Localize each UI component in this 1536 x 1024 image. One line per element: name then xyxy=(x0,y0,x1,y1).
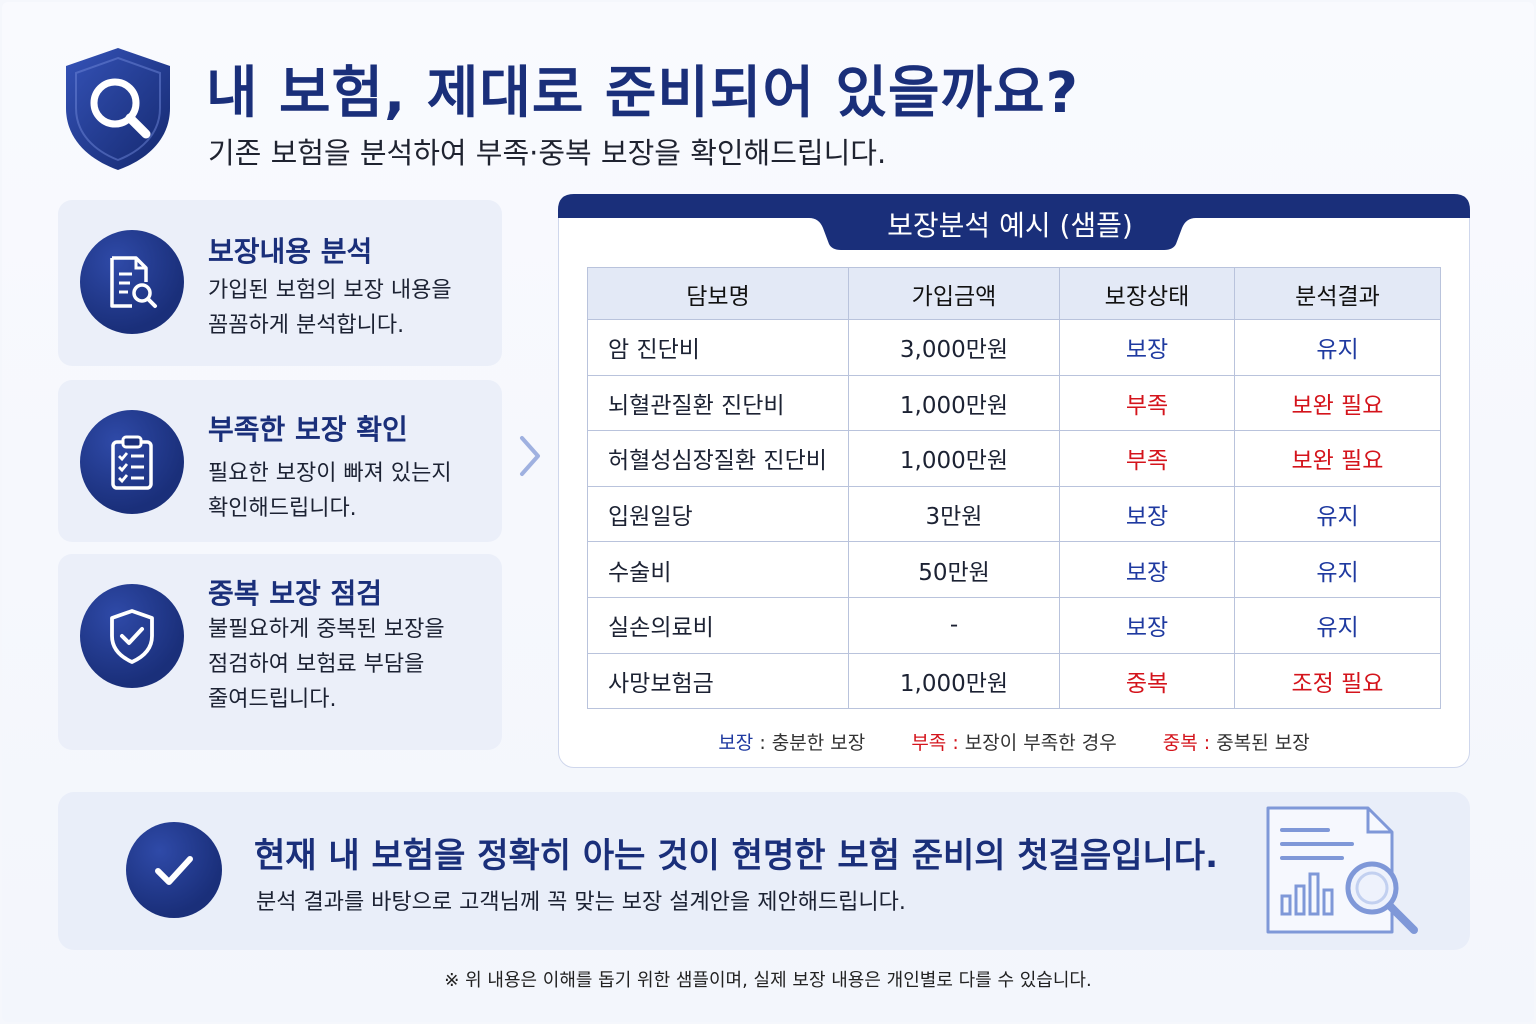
feature-card-missing-coverage: 부족한 보장 확인 필요한 보장이 빠져 있는지 확인해드립니다. xyxy=(58,380,502,542)
feature-icon-circle xyxy=(80,584,184,688)
disclaimer-footnote: ※ 위 내용은 이해를 돕기 위한 샘플이며, 실제 보장 내용은 개인별로 다… xyxy=(444,970,1092,991)
feature-title: 부족한 보장 확인 xyxy=(208,413,408,446)
result-cell: 유지 xyxy=(1234,485,1441,543)
feature-icon-circle xyxy=(80,410,184,514)
table-row: 뇌혈관질환 진단비 1,000만원 부족 보완 필요 xyxy=(587,374,1441,432)
result-cell: 유지 xyxy=(1234,319,1441,376)
feature-desc-line: 불필요하게 중복된 보장을 xyxy=(208,617,445,642)
table-row: 허혈성심장질환 진단비 1,000만원 부족 보완 필요 xyxy=(587,430,1441,487)
status-cell: 보장 xyxy=(1059,485,1235,543)
banner-title: 현재 내 보험을 정확히 아는 것이 현명한 보험 준비의 첫걸음입니다. xyxy=(254,836,1219,876)
status-cell: 보장 xyxy=(1059,319,1235,376)
checkmark-icon xyxy=(155,856,193,885)
legend-separator: : xyxy=(946,732,965,754)
status-cell: 보장 xyxy=(1059,596,1235,654)
shield-search-icon xyxy=(66,48,170,170)
table-row: 입원일당 3만원 보장 유지 xyxy=(587,485,1441,543)
table-row: 실손의료비 - 보장 유지 xyxy=(587,596,1441,654)
coverage-name-cell: 뇌혈관질환 진단비 xyxy=(587,374,849,432)
amount-cell: 50만원 xyxy=(848,541,1060,598)
feature-desc-line: 확인해드립니다. xyxy=(208,496,357,521)
coverage-name-cell: 사망보험금 xyxy=(587,652,849,710)
feature-desc-line: 꼼꼼하게 분석합니다. xyxy=(208,313,405,338)
column-header: 담보명 xyxy=(587,267,849,320)
coverage-name-cell: 암 진단비 xyxy=(587,319,849,376)
coverage-name-cell: 수술비 xyxy=(587,541,849,598)
legend-separator: : xyxy=(1197,732,1217,754)
legend-key: 중복 xyxy=(1162,732,1198,754)
banner-subtitle: 분석 결과를 바탕으로 고객님께 꼭 맞는 보장 설계안을 제안해드립니다. xyxy=(256,890,906,915)
table-row: 수술비 50만원 보장 유지 xyxy=(587,541,1441,598)
page-title: 내 보험, 제대로 준비되어 있을까요? xyxy=(206,61,1080,126)
result-cell: 유지 xyxy=(1234,596,1441,654)
feature-desc-line: 점검하여 보험료 부담을 xyxy=(208,652,425,677)
result-cell: 유지 xyxy=(1234,541,1441,598)
panel-title: 보장분석 예시 (샘플) xyxy=(887,209,1133,242)
amount-cell: 1,000만원 xyxy=(848,430,1060,487)
amount-cell: 1,000만원 xyxy=(848,652,1060,710)
column-header: 분석결과 xyxy=(1234,267,1441,320)
legend-separator: : xyxy=(753,732,772,754)
legend-key: 보장 xyxy=(718,732,754,754)
legend-desc: 중복된 보장 xyxy=(1216,732,1310,754)
result-cell: 보완 필요 xyxy=(1234,430,1441,487)
coverage-name-cell: 실손의료비 xyxy=(587,596,849,654)
amount-cell: 3,000만원 xyxy=(848,319,1060,376)
column-header: 보장상태 xyxy=(1059,267,1235,320)
feature-desc-line: 줄여드립니다. xyxy=(208,687,337,712)
result-cell: 보완 필요 xyxy=(1234,374,1441,432)
coverage-name-cell: 입원일당 xyxy=(587,485,849,543)
feature-title: 중복 보장 점검 xyxy=(208,577,383,610)
status-cell: 부족 xyxy=(1059,430,1235,487)
report-search-icon xyxy=(1266,806,1418,934)
table-row: 사망보험금 1,000만원 중복 조정 필요 xyxy=(587,652,1441,710)
legend-desc: 충분한 보장 xyxy=(771,732,866,754)
feature-desc-line: 필요한 보장이 빠져 있는지 xyxy=(208,461,452,486)
legend-key: 부족 xyxy=(911,732,947,754)
coverage-table: 담보명 가입금액 보장상태 분석결과 암 진단비 3,000만원 보장 유지 뇌… xyxy=(587,267,1441,710)
status-cell: 부족 xyxy=(1059,374,1235,432)
shield-check-icon xyxy=(110,609,154,664)
panel-header-tab xyxy=(558,194,1470,250)
table-header-row: 담보명 가입금액 보장상태 분석결과 xyxy=(587,267,1441,320)
status-cell: 중복 xyxy=(1059,652,1235,710)
summary-banner xyxy=(58,792,1470,950)
clipboard-checklist-icon xyxy=(111,435,153,490)
feature-card-coverage-analysis: 보장내용 분석 가입된 보험의 보장 내용을 꼼꼼하게 분석합니다. xyxy=(58,200,502,366)
legend-desc: 보장이 부족한 경우 xyxy=(964,732,1117,754)
feature-icon-circle xyxy=(80,230,184,334)
coverage-name-cell: 허혈성심장질환 진단비 xyxy=(587,430,849,487)
banner-check-circle xyxy=(126,822,222,918)
amount-cell: - xyxy=(848,596,1060,654)
result-cell: 조정 필요 xyxy=(1234,652,1441,710)
table-row: 암 진단비 3,000만원 보장 유지 xyxy=(587,319,1441,376)
amount-cell: 3만원 xyxy=(848,485,1060,543)
feature-title: 보장내용 분석 xyxy=(208,235,373,268)
amount-cell: 1,000만원 xyxy=(848,374,1060,432)
feature-desc-line: 가입된 보험의 보장 내용을 xyxy=(208,278,452,303)
chevron-right-icon xyxy=(520,436,540,476)
document-search-icon xyxy=(110,256,157,308)
column-header: 가입금액 xyxy=(848,267,1060,320)
feature-card-duplicate-coverage: 중복 보장 점검 불필요하게 중복된 보장을 점검하여 보험료 부담을 줄여드립… xyxy=(58,554,502,750)
table-legend: 보장 : 충분한 보장 부족 : 보장이 부족한 경우 중복 : 중복된 보장 xyxy=(560,728,1468,755)
page-subtitle: 기존 보험을 분석하여 부족·중복 보장을 확인해드립니다. xyxy=(208,136,887,170)
status-cell: 보장 xyxy=(1059,541,1235,598)
